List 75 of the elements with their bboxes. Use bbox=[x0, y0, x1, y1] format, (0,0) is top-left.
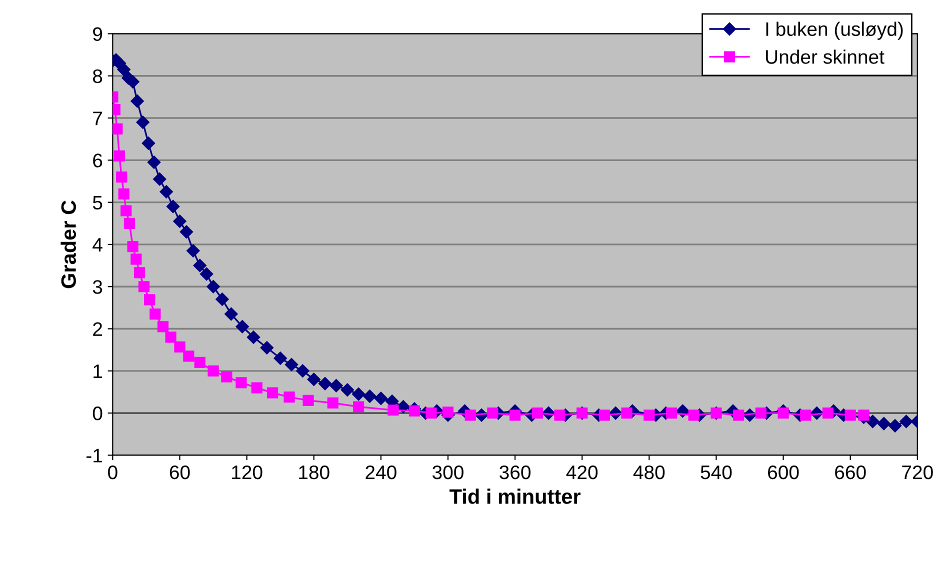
point bbox=[144, 294, 156, 306]
y-tick-label: 7 bbox=[93, 112, 102, 126]
point bbox=[426, 408, 437, 419]
point bbox=[621, 408, 632, 419]
point bbox=[165, 332, 176, 343]
point bbox=[778, 408, 789, 419]
point bbox=[208, 365, 219, 376]
point bbox=[157, 321, 169, 332]
point bbox=[138, 281, 150, 292]
point bbox=[174, 341, 186, 352]
point bbox=[124, 218, 135, 229]
point bbox=[302, 394, 314, 406]
point bbox=[408, 405, 420, 417]
x-tick-label: 360 bbox=[500, 465, 531, 480]
point bbox=[327, 397, 338, 409]
x-tick-label: 420 bbox=[566, 465, 598, 480]
point bbox=[644, 410, 655, 421]
point bbox=[112, 123, 123, 135]
point bbox=[266, 387, 278, 398]
point bbox=[733, 410, 744, 421]
point bbox=[150, 308, 161, 320]
y-tick-label: 0 bbox=[92, 406, 102, 420]
point bbox=[114, 150, 125, 162]
x-tick-label: 60 bbox=[170, 465, 190, 480]
y-tick-label: 9 bbox=[93, 27, 102, 41]
point bbox=[554, 410, 566, 421]
point bbox=[487, 408, 498, 419]
point bbox=[118, 188, 130, 200]
point bbox=[127, 241, 138, 252]
point bbox=[598, 410, 610, 421]
y-tick-label: 4 bbox=[92, 238, 102, 252]
point bbox=[116, 171, 128, 183]
x-tick-label: 0 bbox=[108, 465, 118, 480]
y-tick-label: -1 bbox=[86, 448, 102, 462]
y-tick-label: 3 bbox=[92, 280, 102, 294]
legend-label: I buken (usløyd) bbox=[766, 22, 903, 40]
legend-label: Under skinnet bbox=[766, 50, 884, 64]
point bbox=[130, 254, 142, 265]
point bbox=[183, 350, 194, 362]
y-tick-label: 6 bbox=[93, 154, 102, 168]
point bbox=[800, 410, 812, 421]
x-tick-label: 180 bbox=[299, 465, 330, 480]
y-tick-label: 5 bbox=[92, 196, 102, 210]
x-tick-label: 540 bbox=[700, 465, 732, 480]
point bbox=[688, 410, 700, 421]
point bbox=[666, 408, 678, 419]
point bbox=[236, 377, 247, 388]
point bbox=[442, 406, 454, 418]
point bbox=[844, 410, 856, 421]
x-tick-label: 660 bbox=[835, 465, 866, 480]
point bbox=[822, 408, 834, 419]
point bbox=[120, 205, 132, 216]
point bbox=[221, 371, 232, 382]
y-tick-label: 8 bbox=[92, 69, 102, 84]
point bbox=[532, 408, 543, 419]
y-axis-title: Grader C bbox=[60, 200, 76, 288]
point bbox=[194, 356, 206, 368]
point bbox=[509, 410, 521, 421]
y-tick-label: 1 bbox=[94, 364, 102, 378]
x-tick-label: 600 bbox=[768, 465, 799, 480]
x-axis-title: Tid i minutter bbox=[449, 488, 581, 504]
point bbox=[251, 382, 262, 394]
x-tick-label: 720 bbox=[902, 465, 933, 480]
x-tick-label: 240 bbox=[366, 465, 396, 480]
point bbox=[858, 410, 870, 421]
y-tick-label: 2 bbox=[93, 322, 102, 336]
point bbox=[464, 410, 476, 421]
x-tick-label: 300 bbox=[432, 465, 464, 480]
point bbox=[284, 391, 295, 403]
point bbox=[755, 408, 766, 419]
point bbox=[388, 404, 399, 416]
point bbox=[353, 401, 364, 412]
x-tick-label: 480 bbox=[633, 465, 665, 480]
point bbox=[134, 267, 146, 278]
x-tick-label: 120 bbox=[232, 465, 262, 480]
